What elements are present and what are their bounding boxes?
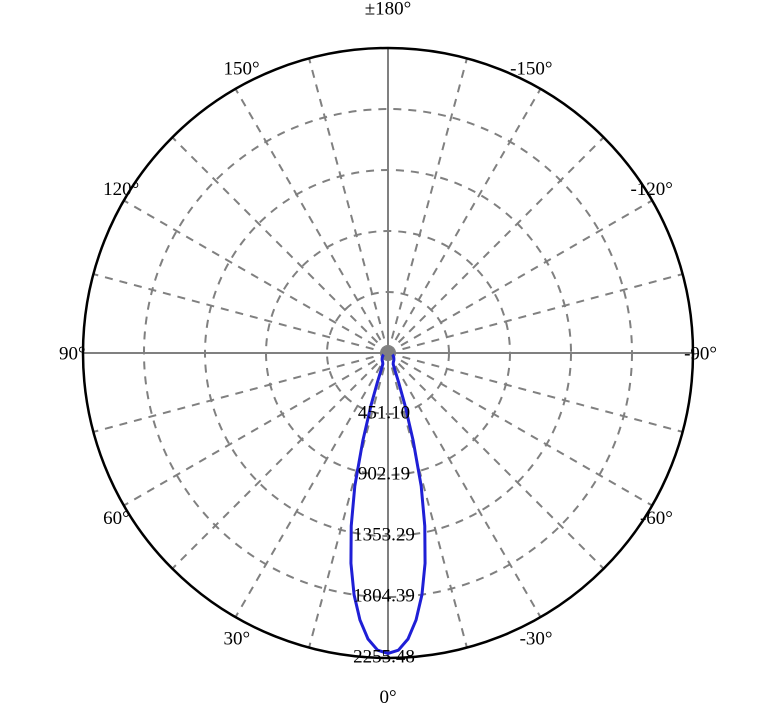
radius-label: 2255.48	[353, 646, 415, 667]
angle-label: ±180°	[365, 0, 412, 20]
angle-label: -150°	[510, 59, 552, 80]
radius-label: 1353.29	[353, 524, 415, 545]
angle-label: -90°	[684, 344, 717, 365]
angle-label: 30°	[224, 629, 251, 650]
angle-label: -60°	[640, 508, 673, 529]
polar-chart: 451.10 902.19 1353.29 1804.39 2255.48 ±180° 15…	[0, 0, 776, 710]
angle-label: -120°	[630, 179, 672, 200]
angle-label: 90°	[59, 344, 86, 365]
angle-label: 120°	[103, 179, 139, 200]
radius-label: 451.10	[358, 402, 410, 423]
angle-label: 150°	[224, 59, 260, 80]
angle-label: 60°	[103, 508, 130, 529]
angle-label: 0°	[379, 687, 396, 708]
angle-label: -30°	[520, 629, 553, 650]
radius-label: 902.19	[358, 463, 410, 484]
radius-label: 1804.39	[353, 585, 415, 606]
